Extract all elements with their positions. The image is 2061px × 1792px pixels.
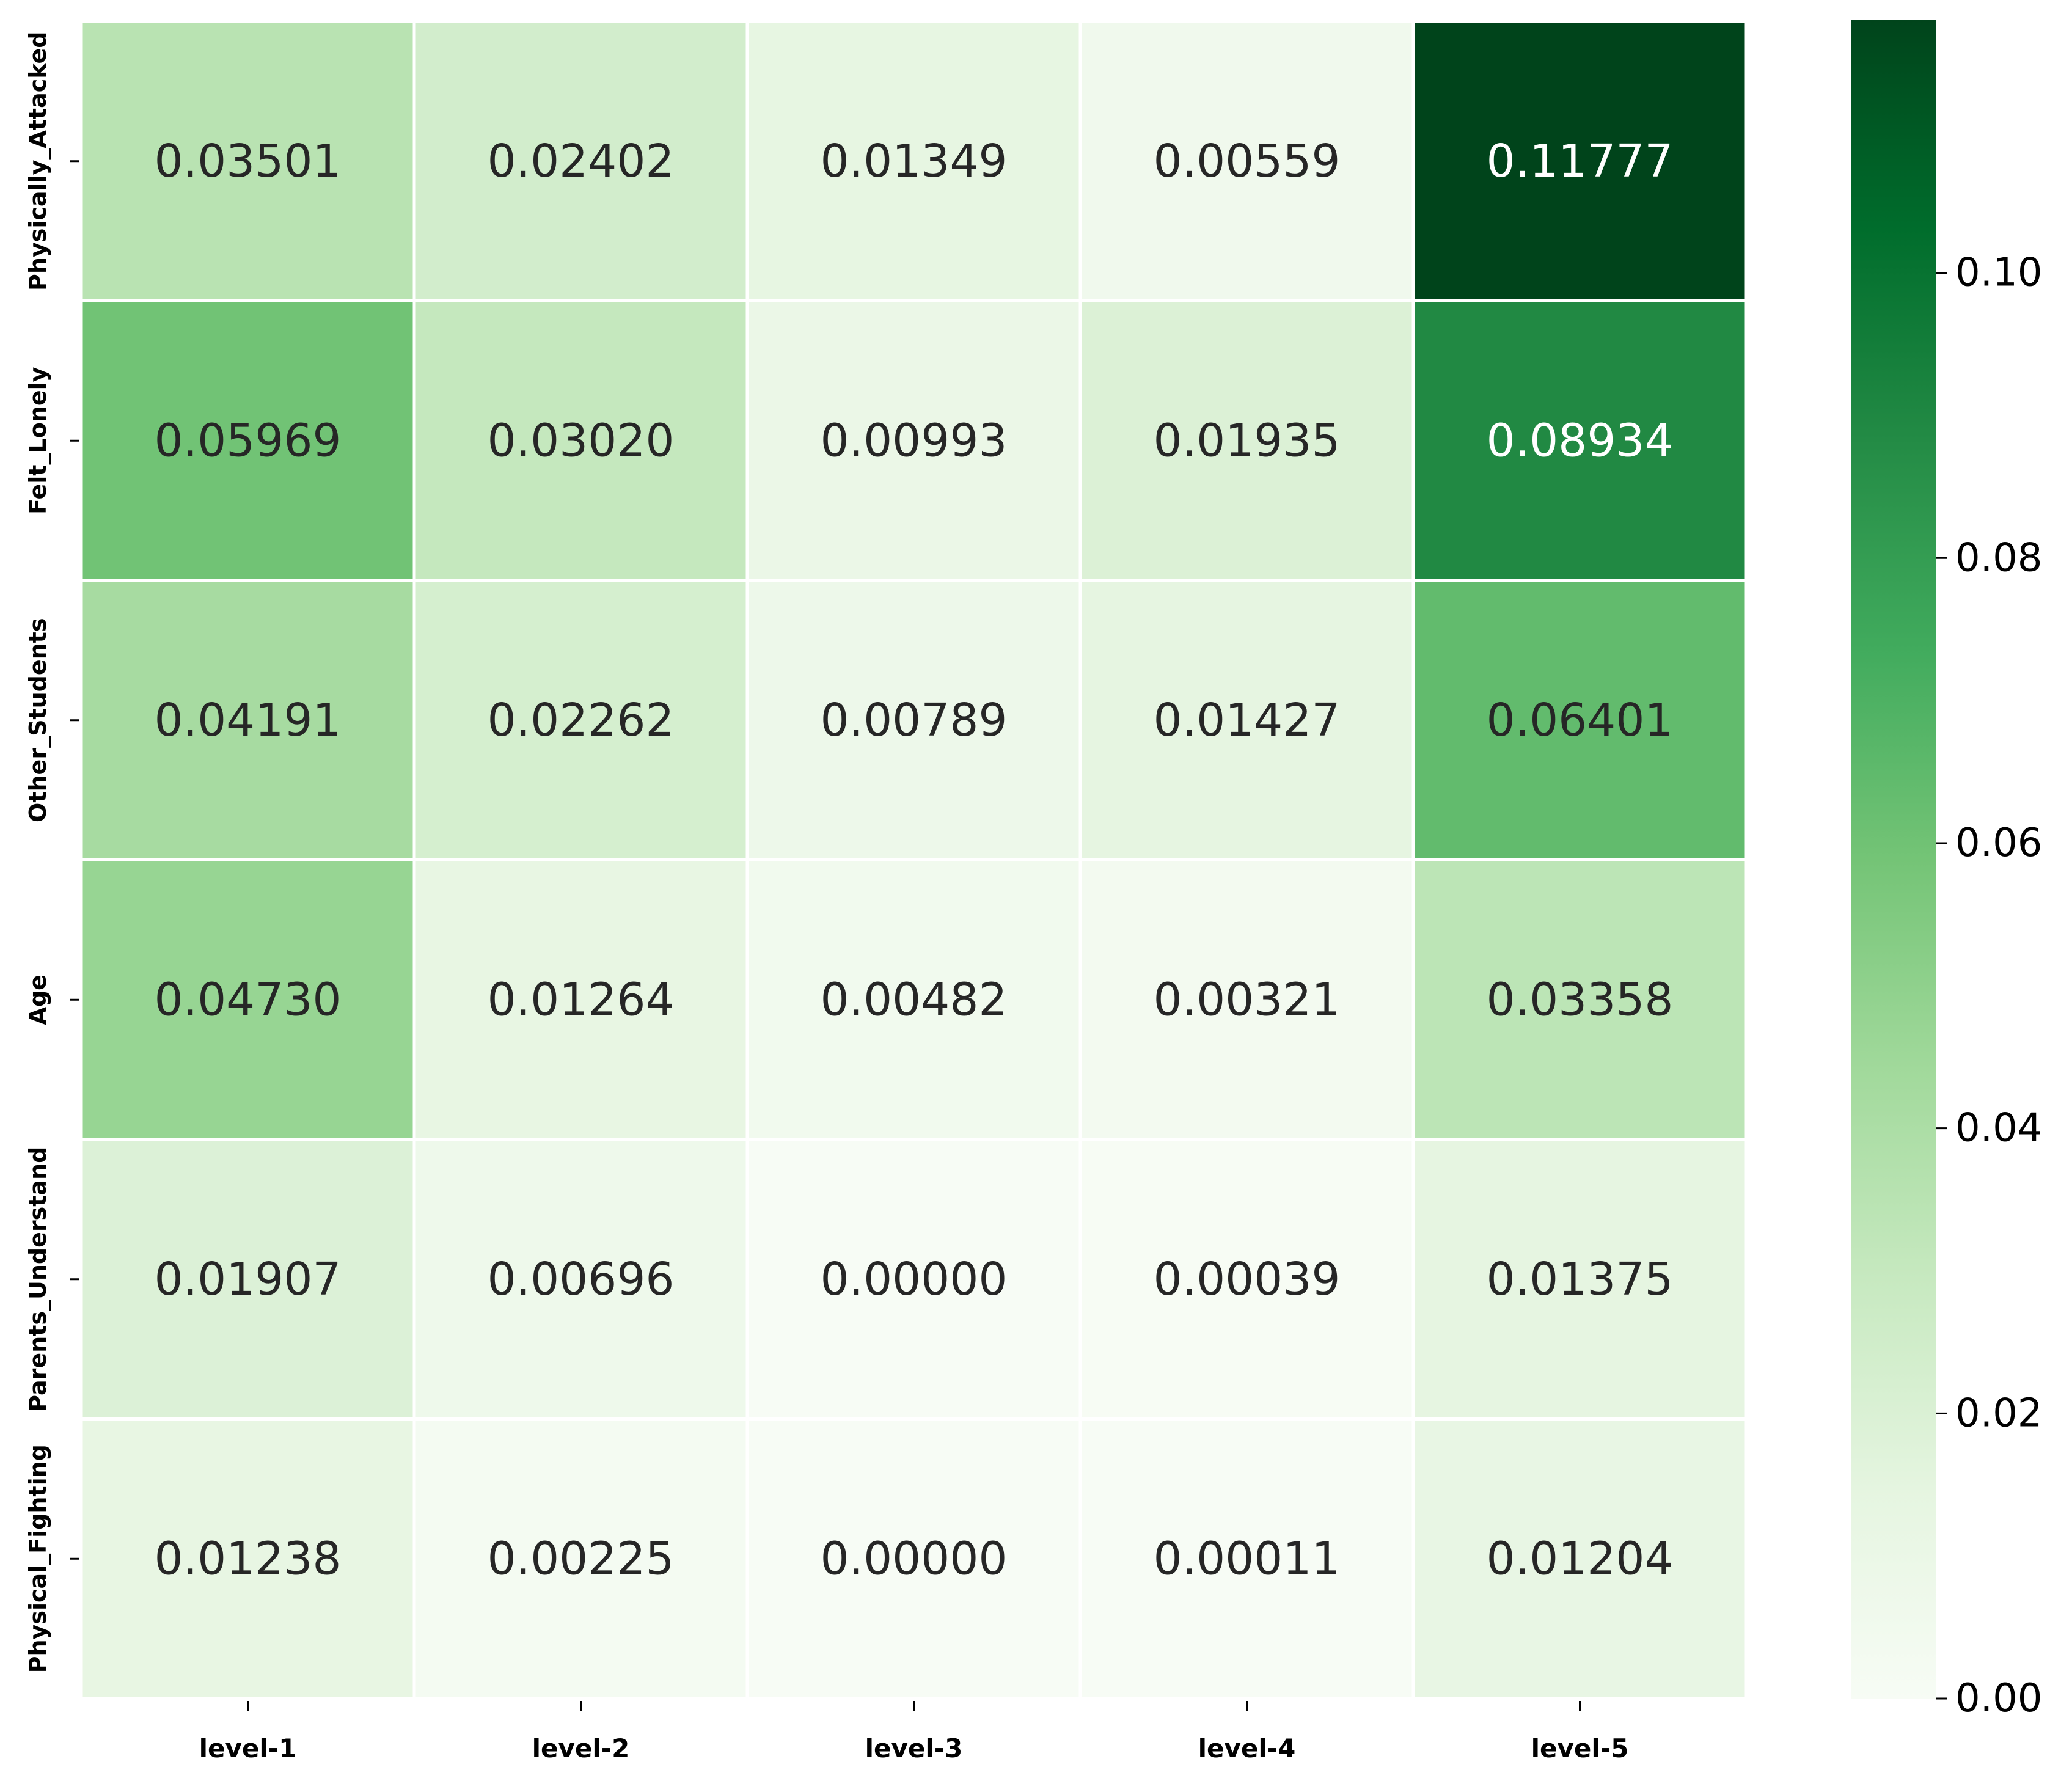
colorbar-tick-label: 0.08 bbox=[1955, 535, 2043, 580]
heatmap-cell bbox=[1411, 20, 1748, 302]
heatmap-cell-labels: 0.03501 0.02402 0.01349 0.00559 0.11777 0.059… bbox=[154, 135, 1673, 1585]
heatmap-cell-value: 0.01264 bbox=[487, 973, 674, 1026]
colorbar-tick-label: 0.02 bbox=[1955, 1391, 2043, 1436]
colorbar-tick-label: 0.06 bbox=[1955, 821, 2043, 866]
heatmap-cell-value: 0.01907 bbox=[154, 1253, 341, 1306]
heatmap-cell bbox=[79, 1138, 416, 1421]
colorbar: 0.00 0.02 0.04 0.06 0.08 0.10 bbox=[1851, 20, 2043, 1721]
heatmap-cell-value: 0.00696 bbox=[487, 1253, 674, 1306]
heatmap-cell-value: 0.04730 bbox=[154, 973, 341, 1026]
heatmap-cell-value: 0.01375 bbox=[1486, 1253, 1673, 1306]
heatmap-cell bbox=[1411, 579, 1748, 861]
colorbar-ticks: 0.00 0.02 0.04 0.06 0.08 0.10 bbox=[1936, 251, 2043, 1721]
y-tick-label: Physical_Fighting bbox=[24, 1444, 51, 1673]
heatmap-cell-value: 0.01238 bbox=[154, 1532, 341, 1585]
heatmap-cell bbox=[1411, 1138, 1748, 1421]
heatmap-cell bbox=[79, 20, 416, 302]
heatmap-cell-value: 0.00000 bbox=[820, 1253, 1007, 1306]
y-tick-label: Felt_Lonely bbox=[24, 367, 51, 514]
colorbar-tick-label: 0.00 bbox=[1955, 1676, 2043, 1721]
x-axis: level-1 level-2 level-3 level-4 level-5 bbox=[199, 1701, 1629, 1763]
heatmap-cell bbox=[412, 858, 749, 1141]
heatmap-cell-value: 0.00993 bbox=[820, 414, 1007, 467]
x-tick-label: level-3 bbox=[865, 1733, 963, 1763]
heatmap-cell bbox=[412, 1138, 749, 1421]
heatmap-cells bbox=[79, 20, 1748, 1700]
heatmap-cell bbox=[745, 20, 1082, 302]
x-tick-label: level-2 bbox=[532, 1733, 630, 1763]
heatmap-cell bbox=[1078, 20, 1415, 302]
heatmap-cell-value: 0.00789 bbox=[820, 694, 1007, 747]
y-tick-label: Physically_Attacked bbox=[24, 32, 51, 291]
heatmap-cell-value: 0.02262 bbox=[487, 694, 674, 747]
heatmap-cell-value: 0.03020 bbox=[487, 414, 674, 467]
heatmap-cell-value: 0.01935 bbox=[1153, 414, 1340, 467]
heatmap-cell bbox=[1078, 858, 1415, 1141]
heatmap-cell bbox=[745, 579, 1082, 861]
colorbar-gradient bbox=[1851, 20, 1936, 1699]
heatmap-cell bbox=[79, 299, 416, 582]
heatmap-cell bbox=[1078, 1417, 1415, 1700]
y-tick-label: Other_Students bbox=[24, 618, 51, 822]
heatmap-cell-value: 0.02402 bbox=[487, 135, 674, 188]
heatmap-cell bbox=[745, 299, 1082, 582]
heatmap-cell-value: 0.11777 bbox=[1486, 135, 1673, 188]
heatmap-cell-value: 0.03501 bbox=[154, 135, 341, 188]
x-tick-label: level-1 bbox=[199, 1733, 297, 1763]
heatmap-cell bbox=[1078, 579, 1415, 861]
heatmap-cell-value: 0.00321 bbox=[1153, 973, 1340, 1026]
heatmap-cell bbox=[412, 20, 749, 302]
colorbar-tick-label: 0.10 bbox=[1955, 251, 2043, 296]
y-tick-label: Age bbox=[24, 975, 51, 1025]
heatmap-cell-value: 0.00559 bbox=[1153, 135, 1340, 188]
heatmap-cell-value: 0.00011 bbox=[1153, 1532, 1340, 1585]
heatmap-cell-value: 0.00225 bbox=[487, 1532, 674, 1585]
heatmap-cell-value: 0.05969 bbox=[154, 414, 341, 467]
heatmap-cell-value: 0.01204 bbox=[1486, 1532, 1673, 1585]
heatmap-cell-value: 0.03358 bbox=[1486, 973, 1673, 1026]
heatmap-cell-value: 0.01349 bbox=[820, 135, 1007, 188]
x-tick-label: level-5 bbox=[1531, 1733, 1629, 1763]
heatmap-cell-value: 0.00039 bbox=[1153, 1253, 1340, 1306]
colorbar-tick-label: 0.04 bbox=[1955, 1106, 2043, 1151]
heatmap-cell bbox=[412, 579, 749, 861]
y-axis: Physically_Attacked Felt_Lonely Other_Stud… bbox=[24, 32, 79, 1673]
heatmap-cell-value: 0.08934 bbox=[1486, 414, 1673, 467]
heatmap-cell-value: 0.06401 bbox=[1486, 694, 1673, 747]
y-tick-label: Parents_Understand bbox=[24, 1147, 51, 1412]
heatmap-cell bbox=[1411, 299, 1748, 582]
heatmap-cell bbox=[745, 858, 1082, 1141]
heatmap-cell-value: 0.01427 bbox=[1153, 694, 1340, 747]
heatmap-cell bbox=[745, 1138, 1082, 1421]
heatmap-cell bbox=[745, 1417, 1082, 1700]
heatmap-cell bbox=[1411, 858, 1748, 1141]
x-tick-label: level-4 bbox=[1198, 1733, 1296, 1763]
heatmap-cell bbox=[1411, 1417, 1748, 1700]
heatmap-cell-value: 0.04191 bbox=[154, 694, 341, 747]
heatmap-cell bbox=[79, 858, 416, 1141]
heatmap-cell-value: 0.00482 bbox=[820, 973, 1007, 1026]
heatmap-cell-value: 0.00000 bbox=[820, 1532, 1007, 1585]
heatmap-cell bbox=[412, 1417, 749, 1700]
